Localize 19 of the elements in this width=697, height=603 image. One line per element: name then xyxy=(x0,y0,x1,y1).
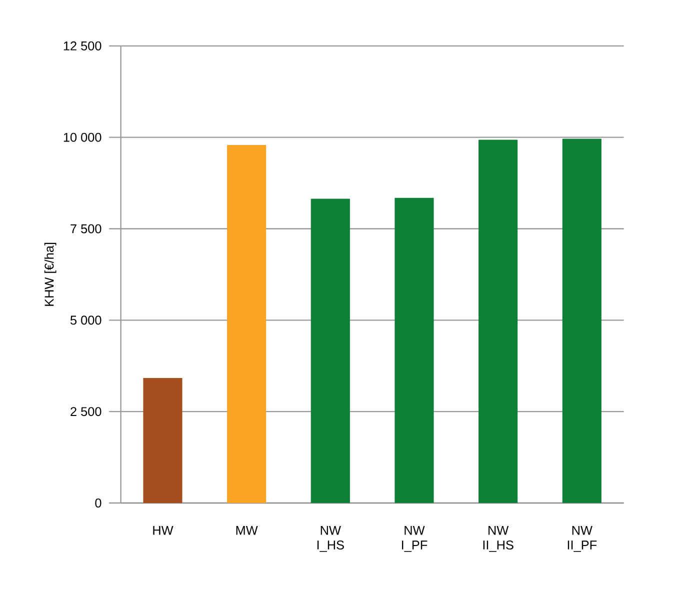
y-axis-title: KHW [€/ha] xyxy=(44,243,56,306)
y-tick-label: 7 500 xyxy=(70,224,102,234)
y-tick-label: 12 500 xyxy=(64,42,102,51)
y-tick-label: 0 xyxy=(95,498,102,508)
y-tick-label: 2 500 xyxy=(70,407,102,416)
bar xyxy=(394,198,434,504)
x-tick-label: MW xyxy=(236,526,258,535)
bar xyxy=(143,378,182,504)
x-tick-label: HW xyxy=(153,526,174,535)
bar xyxy=(478,140,518,504)
y-tick-label: 5 000 xyxy=(70,316,102,325)
bar xyxy=(562,138,602,504)
x-tick-label: NW I_PF xyxy=(402,526,428,552)
bar xyxy=(310,198,350,504)
x-tick-label: NW II_PF xyxy=(568,526,597,552)
bar xyxy=(227,145,266,504)
y-tick-label: 10 000 xyxy=(64,133,102,142)
x-tick-label: NW II_HS xyxy=(483,526,514,552)
x-tick-label: NW I_HS xyxy=(317,526,344,552)
